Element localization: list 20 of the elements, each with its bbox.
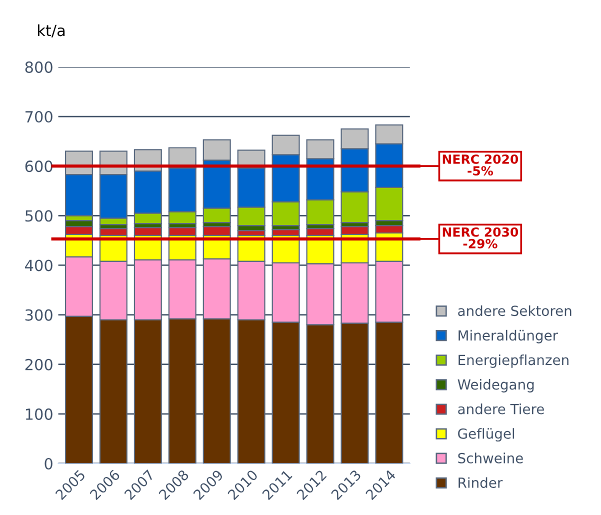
legend-label: andere Tiere <box>458 404 544 414</box>
y-tick-label: 500 <box>25 210 52 222</box>
legend-label: Geflügel <box>458 428 514 442</box>
ref-line-label: NERC 2020 -5% <box>442 154 518 176</box>
y-tick-label: 800 <box>25 61 52 73</box>
legend-label: Schweine <box>458 452 523 464</box>
legend-label: Mineraldünger <box>458 330 558 344</box>
y-tick-label: 300 <box>25 309 52 321</box>
legend-label: Weidegang <box>458 379 534 392</box>
y-tick-label: 100 <box>26 408 52 420</box>
y-tick-label: 400 <box>25 260 52 272</box>
y-tick-label: 200 <box>25 358 52 370</box>
y-axis-title: kt/a <box>38 24 65 38</box>
legend-label: andere Sektoren <box>458 305 572 316</box>
y-tick-label: 600 <box>25 160 52 172</box>
y-tick-label: 0 <box>44 458 52 470</box>
legend-label: Rinder <box>458 477 503 488</box>
ref-line-label: NERC 2030 -29% <box>442 227 518 248</box>
y-tick-label: 700 <box>26 110 52 123</box>
legend-label: Energiepflanzen <box>458 354 568 368</box>
